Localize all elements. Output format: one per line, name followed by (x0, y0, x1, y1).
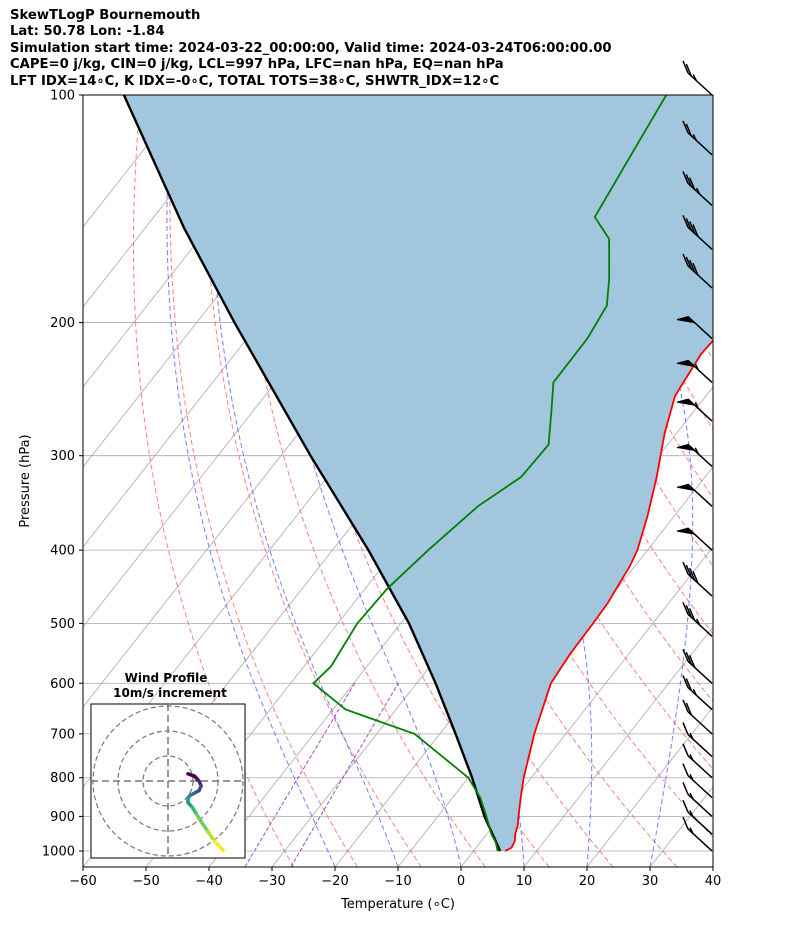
y-tick-label: 500 (50, 617, 75, 632)
chart-title: SkewTLogP Bournemouth (10, 8, 201, 23)
y-tick-label: 900 (50, 810, 75, 825)
x-axis-ticks: −60 −50 −40 −30 −20 −10 0 10 20 30 40 (69, 867, 721, 889)
wind-barb (682, 799, 713, 835)
temperature-profile-line (504, 339, 713, 852)
wind-barb (682, 816, 713, 852)
y-tick-label: 300 (50, 449, 75, 464)
inset-subtitle: 10m/s increment (113, 686, 227, 700)
cin-shaded-area (123, 95, 713, 851)
simulation-times: Simulation start time: 2024-03-22_00:00:… (10, 40, 612, 56)
wind-barb (682, 215, 713, 250)
wind-barb (676, 359, 713, 383)
moist-adiabat-line (166, 95, 336, 867)
wind-barb (682, 782, 713, 817)
dry-adiabat-line (761, 95, 794, 867)
mixing-ratio-line (244, 683, 356, 867)
y-tick-label: 700 (50, 727, 75, 742)
x-tick-label: −50 (132, 874, 159, 889)
isotherm-line (523, 626, 713, 867)
x-axis-label: Temperature (∘C) (340, 897, 455, 912)
isotherm-line (460, 546, 713, 867)
x-tick-label: −60 (69, 874, 96, 889)
wind-barb (682, 601, 713, 637)
y-tick-label: 800 (50, 771, 75, 786)
location-coordinates: Lat: 50.78 Lon: -1.84 (10, 24, 165, 40)
stability-indices-lifted: LFT IDX=14∘C, K IDX=-0∘C, TOTAL TOTS=38∘… (10, 73, 500, 89)
wind-barb (676, 527, 713, 551)
wind-barbs (676, 60, 713, 852)
wind-barb (682, 253, 713, 289)
hodograph-segment (199, 820, 210, 834)
wind-barb (682, 675, 713, 711)
stability-indices-cape: CAPE=0 j/kg, CIN=0 j/kg, LCL=997 hPa, LF… (10, 57, 504, 73)
wind-barb (682, 171, 713, 207)
wind-barb (676, 443, 713, 468)
dry-adiabat-line (238, 95, 486, 867)
x-tick-label: −40 (195, 874, 222, 889)
wind-barb (682, 699, 713, 735)
y-tick-label: 1000 (42, 844, 75, 859)
dewpoint-profile-line (312, 95, 668, 852)
moist-adiabat-line (712, 864, 713, 867)
x-tick-label: 20 (579, 874, 596, 889)
profile-lines (122, 95, 713, 852)
x-tick-label: −30 (258, 874, 285, 889)
wind-barb (682, 561, 713, 597)
x-tick-label: 30 (642, 874, 659, 889)
hodograph-segment (212, 839, 225, 853)
y-tick-label: 600 (50, 677, 75, 692)
isotherm-line (586, 706, 713, 867)
x-tick-label: 40 (705, 874, 722, 889)
isotherm-line (712, 866, 713, 867)
hodograph-segment (206, 829, 217, 843)
wind-barb (682, 722, 713, 758)
wind-barb (676, 398, 713, 422)
dry-adiabat-line (132, 95, 294, 867)
y-axis-label: Pressure (hPa) (18, 434, 33, 527)
x-tick-label: −20 (321, 874, 348, 889)
moist-adiabat-line (588, 95, 694, 867)
wind-barb (682, 763, 713, 799)
isotherm-line (83, 95, 188, 228)
y-axis-ticks: 100 200 300 400 500 600 700 800 900 1000 (42, 89, 83, 859)
y-tick-label: 100 (50, 89, 75, 104)
wind-barb (682, 60, 713, 96)
dry-adiabat-line (728, 95, 794, 867)
wind-barb (682, 743, 713, 779)
chart-header: SkewTLogP Bournemouth Lat: 50.78 Lon: -1… (10, 8, 612, 90)
mixing-ratio-line (290, 683, 399, 867)
wind-barb (676, 483, 713, 507)
y-tick-label: 400 (50, 544, 75, 559)
wind-barb (682, 648, 713, 684)
wind-profile-inset: Wind Profile 10m/s increment (90, 671, 246, 859)
wind-barb (676, 316, 713, 340)
x-tick-label: 10 (516, 874, 533, 889)
moist-adiabat-line (210, 95, 399, 867)
x-tick-label: 0 (457, 874, 465, 889)
x-tick-label: −10 (384, 874, 411, 889)
inset-title: Wind Profile (125, 671, 208, 685)
wind-barb (682, 120, 713, 156)
y-tick-label: 200 (50, 316, 75, 331)
dry-adiabat-line (204, 95, 422, 867)
isotherm-line (83, 95, 251, 308)
